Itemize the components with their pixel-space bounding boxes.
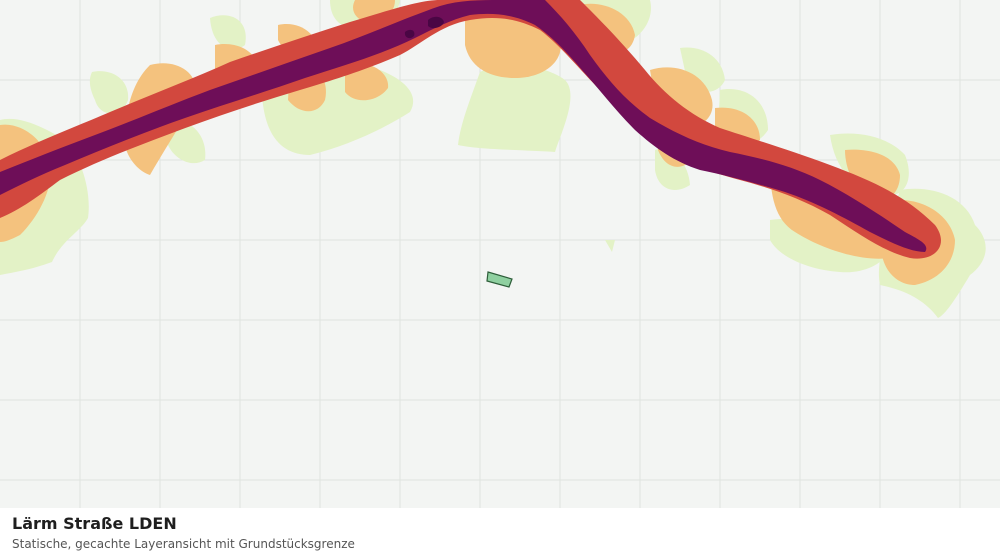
noise-map[interactable] (0, 0, 1000, 508)
noise-band-highest (404, 16, 444, 39)
map-caption: Lärm Straße LDEN Statische, gecachte Lay… (0, 508, 1000, 560)
map-view[interactable] (0, 0, 1000, 508)
parcel-boundary[interactable] (486, 271, 513, 288)
noise-band-mid (0, 0, 941, 259)
caption-title: Lärm Straße LDEN (12, 514, 177, 533)
caption-subtitle: Statische, gecachte Layeransicht mit Gru… (12, 537, 355, 551)
